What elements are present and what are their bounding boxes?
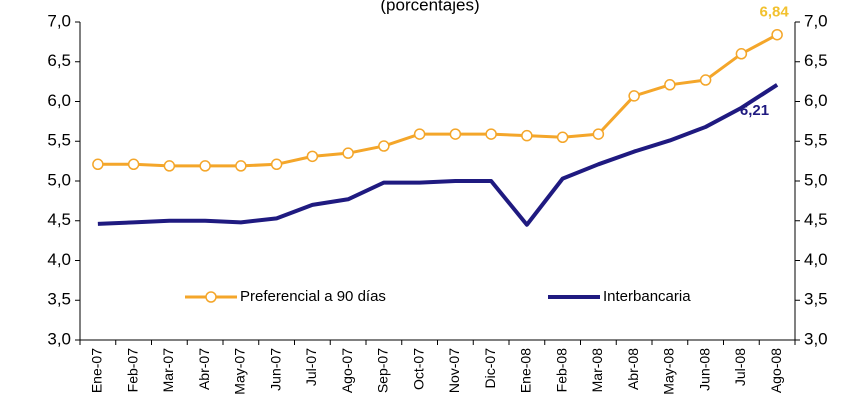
x-tick-label: Abr-08 (625, 348, 641, 390)
series-marker (699, 74, 712, 86)
y2-tick-label: 5,0 (804, 170, 828, 189)
x-tick-label: Ene-08 (518, 348, 534, 393)
x-tick-label: Mar-08 (589, 348, 605, 393)
chart-subtitle: (porcentajes) (380, 0, 479, 14)
series-marker (771, 28, 783, 41)
x-tick-label: Jul-08 (732, 348, 748, 386)
y2-tick-label: 4,5 (804, 210, 828, 229)
legend-marker (205, 291, 217, 303)
series-marker (163, 160, 176, 172)
series-marker (735, 48, 748, 60)
y2-tick-label: 6,0 (804, 91, 828, 110)
x-tick-label: May-08 (661, 348, 677, 395)
y2-tick-label: 6,5 (804, 51, 828, 70)
series-line (97, 33, 778, 168)
y-tick-label: 5,5 (47, 131, 71, 150)
x-tick-label: Ago-07 (339, 348, 355, 393)
x-tick-label: Dic-07 (482, 348, 498, 389)
y-tick-label: 6,0 (47, 91, 71, 110)
y2-tick-label: 4,0 (804, 250, 828, 269)
series-marker (127, 158, 140, 171)
series-marker (413, 128, 426, 140)
series-marker (235, 160, 247, 172)
x-tick-label: Jul-07 (303, 348, 319, 386)
y2-tick-label: 3,0 (804, 329, 828, 348)
data-label: 6,21 (740, 102, 769, 119)
y2-tick-label: 5,5 (804, 131, 828, 150)
series-marker (556, 131, 569, 144)
series-marker (92, 158, 104, 171)
data-label: 6,84 (760, 4, 790, 21)
y-tick-label: 6,5 (47, 51, 71, 70)
x-tick-label: Jun-08 (696, 348, 712, 391)
series-marker (342, 147, 354, 159)
series-line (97, 83, 779, 227)
series-marker (628, 90, 640, 102)
y-tick-label: 3,5 (47, 290, 71, 309)
y-tick-label: 7,0 (47, 11, 71, 30)
x-tick-label: Mar-07 (160, 348, 176, 393)
y2-tick-label: 3,5 (804, 290, 828, 309)
series-marker (449, 128, 462, 140)
legend-label: Preferencial a 90 días (240, 288, 386, 305)
x-tick-label: Sep-07 (375, 348, 391, 393)
x-tick-label: Feb-07 (124, 348, 140, 393)
y-tick-label: 4,5 (47, 210, 71, 229)
series-marker (485, 128, 497, 140)
series-marker (378, 140, 390, 152)
x-tick-label: Nov-07 (446, 348, 462, 393)
x-tick-label: Oct-07 (410, 348, 426, 390)
x-tick-label: May-07 (232, 348, 248, 395)
series-marker (664, 79, 676, 91)
x-tick-label: Feb-08 (553, 348, 569, 393)
x-tick-label: Ago-08 (768, 348, 784, 393)
series-marker (270, 158, 283, 171)
y-tick-label: 3,0 (47, 329, 71, 348)
y-tick-label: 5,0 (47, 170, 71, 189)
x-tick-label: Jun-07 (267, 348, 283, 391)
legend-label: Interbancaria (603, 288, 691, 305)
series-marker (592, 128, 605, 140)
series-marker (521, 129, 533, 142)
series-marker (199, 160, 211, 172)
y2-tick-label: 7,0 (804, 11, 828, 30)
x-tick-label: Ene-07 (89, 348, 105, 393)
x-tick-label: Abr-07 (196, 348, 212, 390)
y-tick-label: 4,0 (47, 250, 71, 269)
series-marker (306, 150, 319, 163)
